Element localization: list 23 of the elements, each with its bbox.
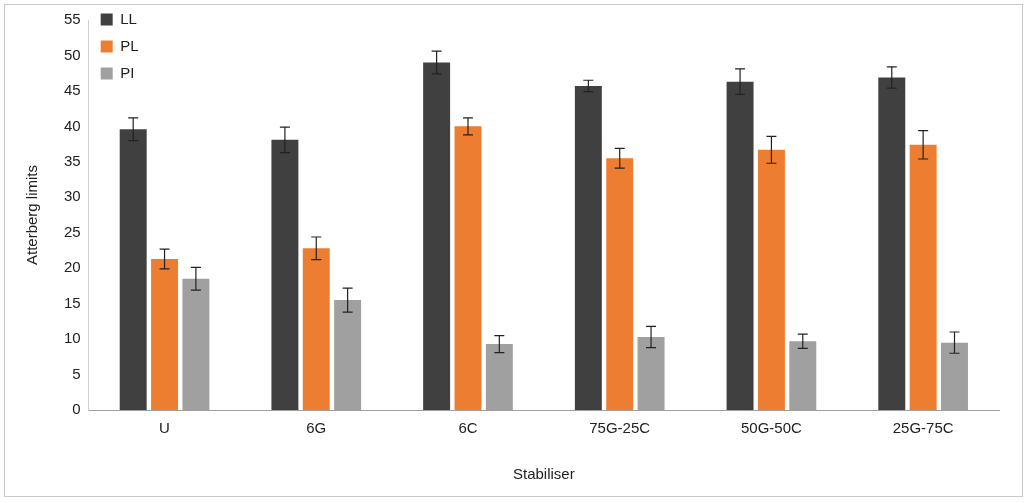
x-tick-label: 50G-50C: [740, 419, 803, 437]
y-tick-label: 5: [72, 364, 81, 382]
y-tick-label: 10: [64, 329, 81, 347]
y-tick-label: 35: [64, 151, 81, 169]
y-tick-label: 50: [64, 45, 81, 63]
y-tick-label: 25: [64, 222, 81, 240]
x-axis-title: Stabiliser: [512, 465, 575, 483]
legend-label: PI: [120, 63, 135, 81]
y-tick-label: 0: [72, 400, 81, 418]
y-tick-label: 20: [64, 258, 81, 276]
y-axis-title: Atterberg limits: [23, 164, 41, 266]
x-tick-label: 6G: [306, 419, 327, 437]
x-tick-label: 25G-75C: [892, 419, 954, 437]
y-tick-label: 15: [64, 293, 81, 311]
x-tick-label: 6C: [458, 419, 478, 437]
x-tick-label: U: [159, 419, 170, 437]
x-tick-label: 75G-25C: [589, 419, 651, 437]
y-tick-label: 30: [64, 187, 81, 205]
y-tick-label: 40: [64, 116, 81, 134]
legend-label: PL: [120, 36, 139, 54]
y-tick-label: 55: [64, 10, 81, 28]
legend-label: LL: [120, 9, 137, 27]
y-tick-label: 45: [64, 81, 81, 99]
